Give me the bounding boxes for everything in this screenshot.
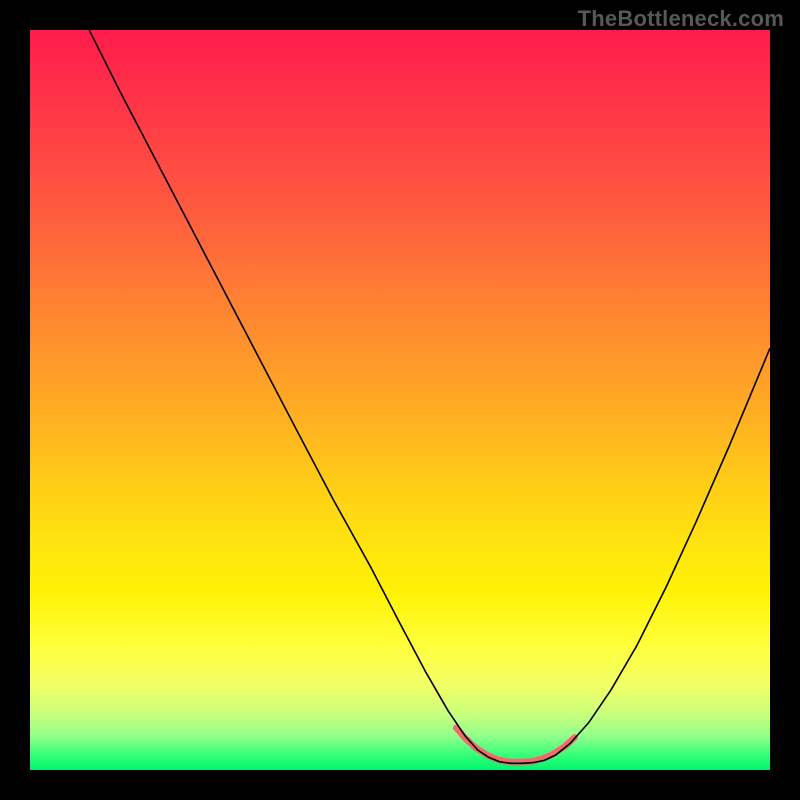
chart-svg: [30, 30, 770, 770]
chart-container: TheBottleneck.com: [0, 0, 800, 800]
gradient-background: [30, 30, 770, 770]
plot-area: [30, 30, 770, 770]
watermark-text: TheBottleneck.com: [578, 6, 784, 32]
